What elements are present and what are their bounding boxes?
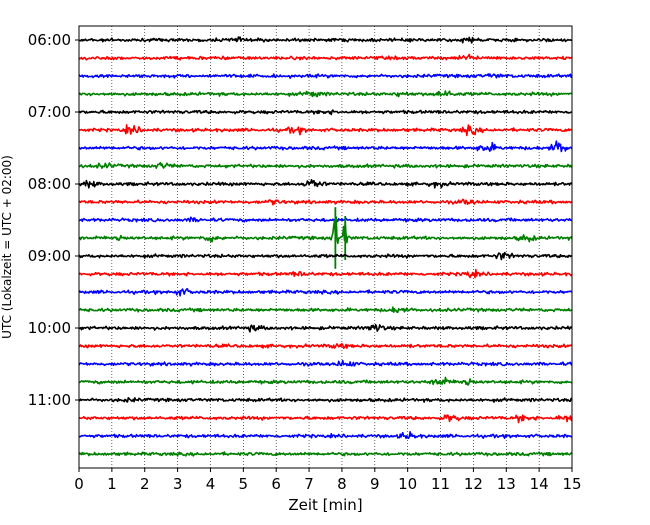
x-tick-label: 9 [370,475,380,493]
seismic-trace-1145 [78,451,573,457]
grid-layer [111,26,540,468]
y-tick-label: 11:00 [28,391,71,409]
seismic-trace-1130 [78,431,573,440]
seismic-trace-1100 [78,397,573,403]
seismic-trace-0600 [78,36,573,44]
seismic-trace-1030 [78,359,573,367]
plot-frame [78,25,573,469]
seismic-trace-0730 [78,140,573,153]
y-tick-label: 07:00 [28,103,71,121]
y-ticks: 06:00 07:00 08:00 09:00 10:00 11:00 [28,31,79,409]
seismic-trace-0830 [78,216,573,223]
seismic-trace-0745 [78,161,573,170]
seismic-trace-0945 [78,306,573,314]
x-tick-label: 7 [304,475,314,493]
x-tick-label: 1 [107,475,117,493]
seismic-trace-1115 [78,414,573,424]
x-tick-label: 12 [464,475,483,493]
seismic-trace-0930 [78,288,573,297]
seismic-trace-1015 [78,342,573,350]
x-tick-label: 0 [74,475,84,493]
x-tick-label: 11 [431,475,450,493]
x-tick-label: 14 [530,475,549,493]
seismic-trace-0630 [78,73,573,79]
x-tick-label: 15 [562,475,581,493]
seismic-trace-1045 [78,376,573,386]
x-tick-label: 5 [239,475,249,493]
x-tick-label: 8 [337,475,347,493]
seismic-trace-0615 [78,53,573,61]
x-tick-label: 4 [206,475,216,493]
y-tick-label: 06:00 [28,31,71,49]
x-tick-label: 10 [398,475,417,493]
x-tick-label: 2 [140,475,150,493]
x-axis-label: Zeit [min] [288,496,362,514]
y-tick-label: 08:00 [28,175,71,193]
x-tick-label: 6 [271,475,281,493]
x-tick-label: 13 [497,475,516,493]
seismic-trace-1000 [78,323,573,333]
x-tick-label: 3 [173,475,183,493]
x-ticks: 0 1 2 3 4 5 6 7 8 9 10 11 12 13 14 15 [74,468,582,493]
y-axis-label: UTC (Lokalzeit = UTC + 02:00) [0,155,14,339]
seismic-trace-0845 [78,216,573,245]
seismic-trace-0815 [78,198,573,206]
seismic-trace-0700 [78,109,573,116]
seismic-trace-0915 [78,268,573,279]
seismic-trace-0715 [78,124,573,137]
seismic-trace-0900 [78,251,573,261]
trace-layer [78,36,573,457]
seismic-trace-0645 [78,90,573,98]
seismic-trace-0800 [78,178,573,189]
y-tick-label: 09:00 [28,247,71,265]
y-tick-label: 10:00 [28,319,71,337]
